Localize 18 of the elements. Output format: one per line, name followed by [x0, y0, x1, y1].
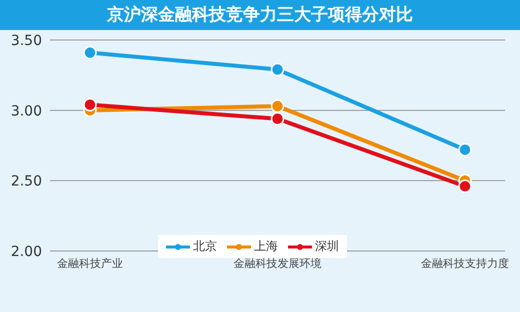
x-tick-label: 金融科技产业 — [57, 256, 123, 270]
point — [458, 180, 472, 194]
legend-label: 上海 — [253, 238, 278, 255]
y-tick-label: 2.00 — [10, 244, 42, 260]
x-tick-label: 金融科技发展环境 — [234, 256, 322, 270]
chart-title: 京沪深金融科技竞争力三大子项得分对比 — [0, 0, 520, 30]
y-tick-label: 3.50 — [10, 32, 42, 49]
point — [270, 112, 284, 126]
point — [83, 98, 97, 112]
y-tick-label: 2.50 — [10, 174, 42, 190]
point — [458, 142, 472, 156]
point — [270, 62, 284, 76]
legend-label: 北京 — [192, 238, 217, 255]
x-tick-label: 金融科技支持力度 — [421, 256, 509, 270]
legend-label: 深圳 — [314, 238, 339, 255]
point — [83, 46, 97, 60]
point — [270, 99, 284, 113]
y-tick-label: 3.00 — [10, 103, 42, 120]
